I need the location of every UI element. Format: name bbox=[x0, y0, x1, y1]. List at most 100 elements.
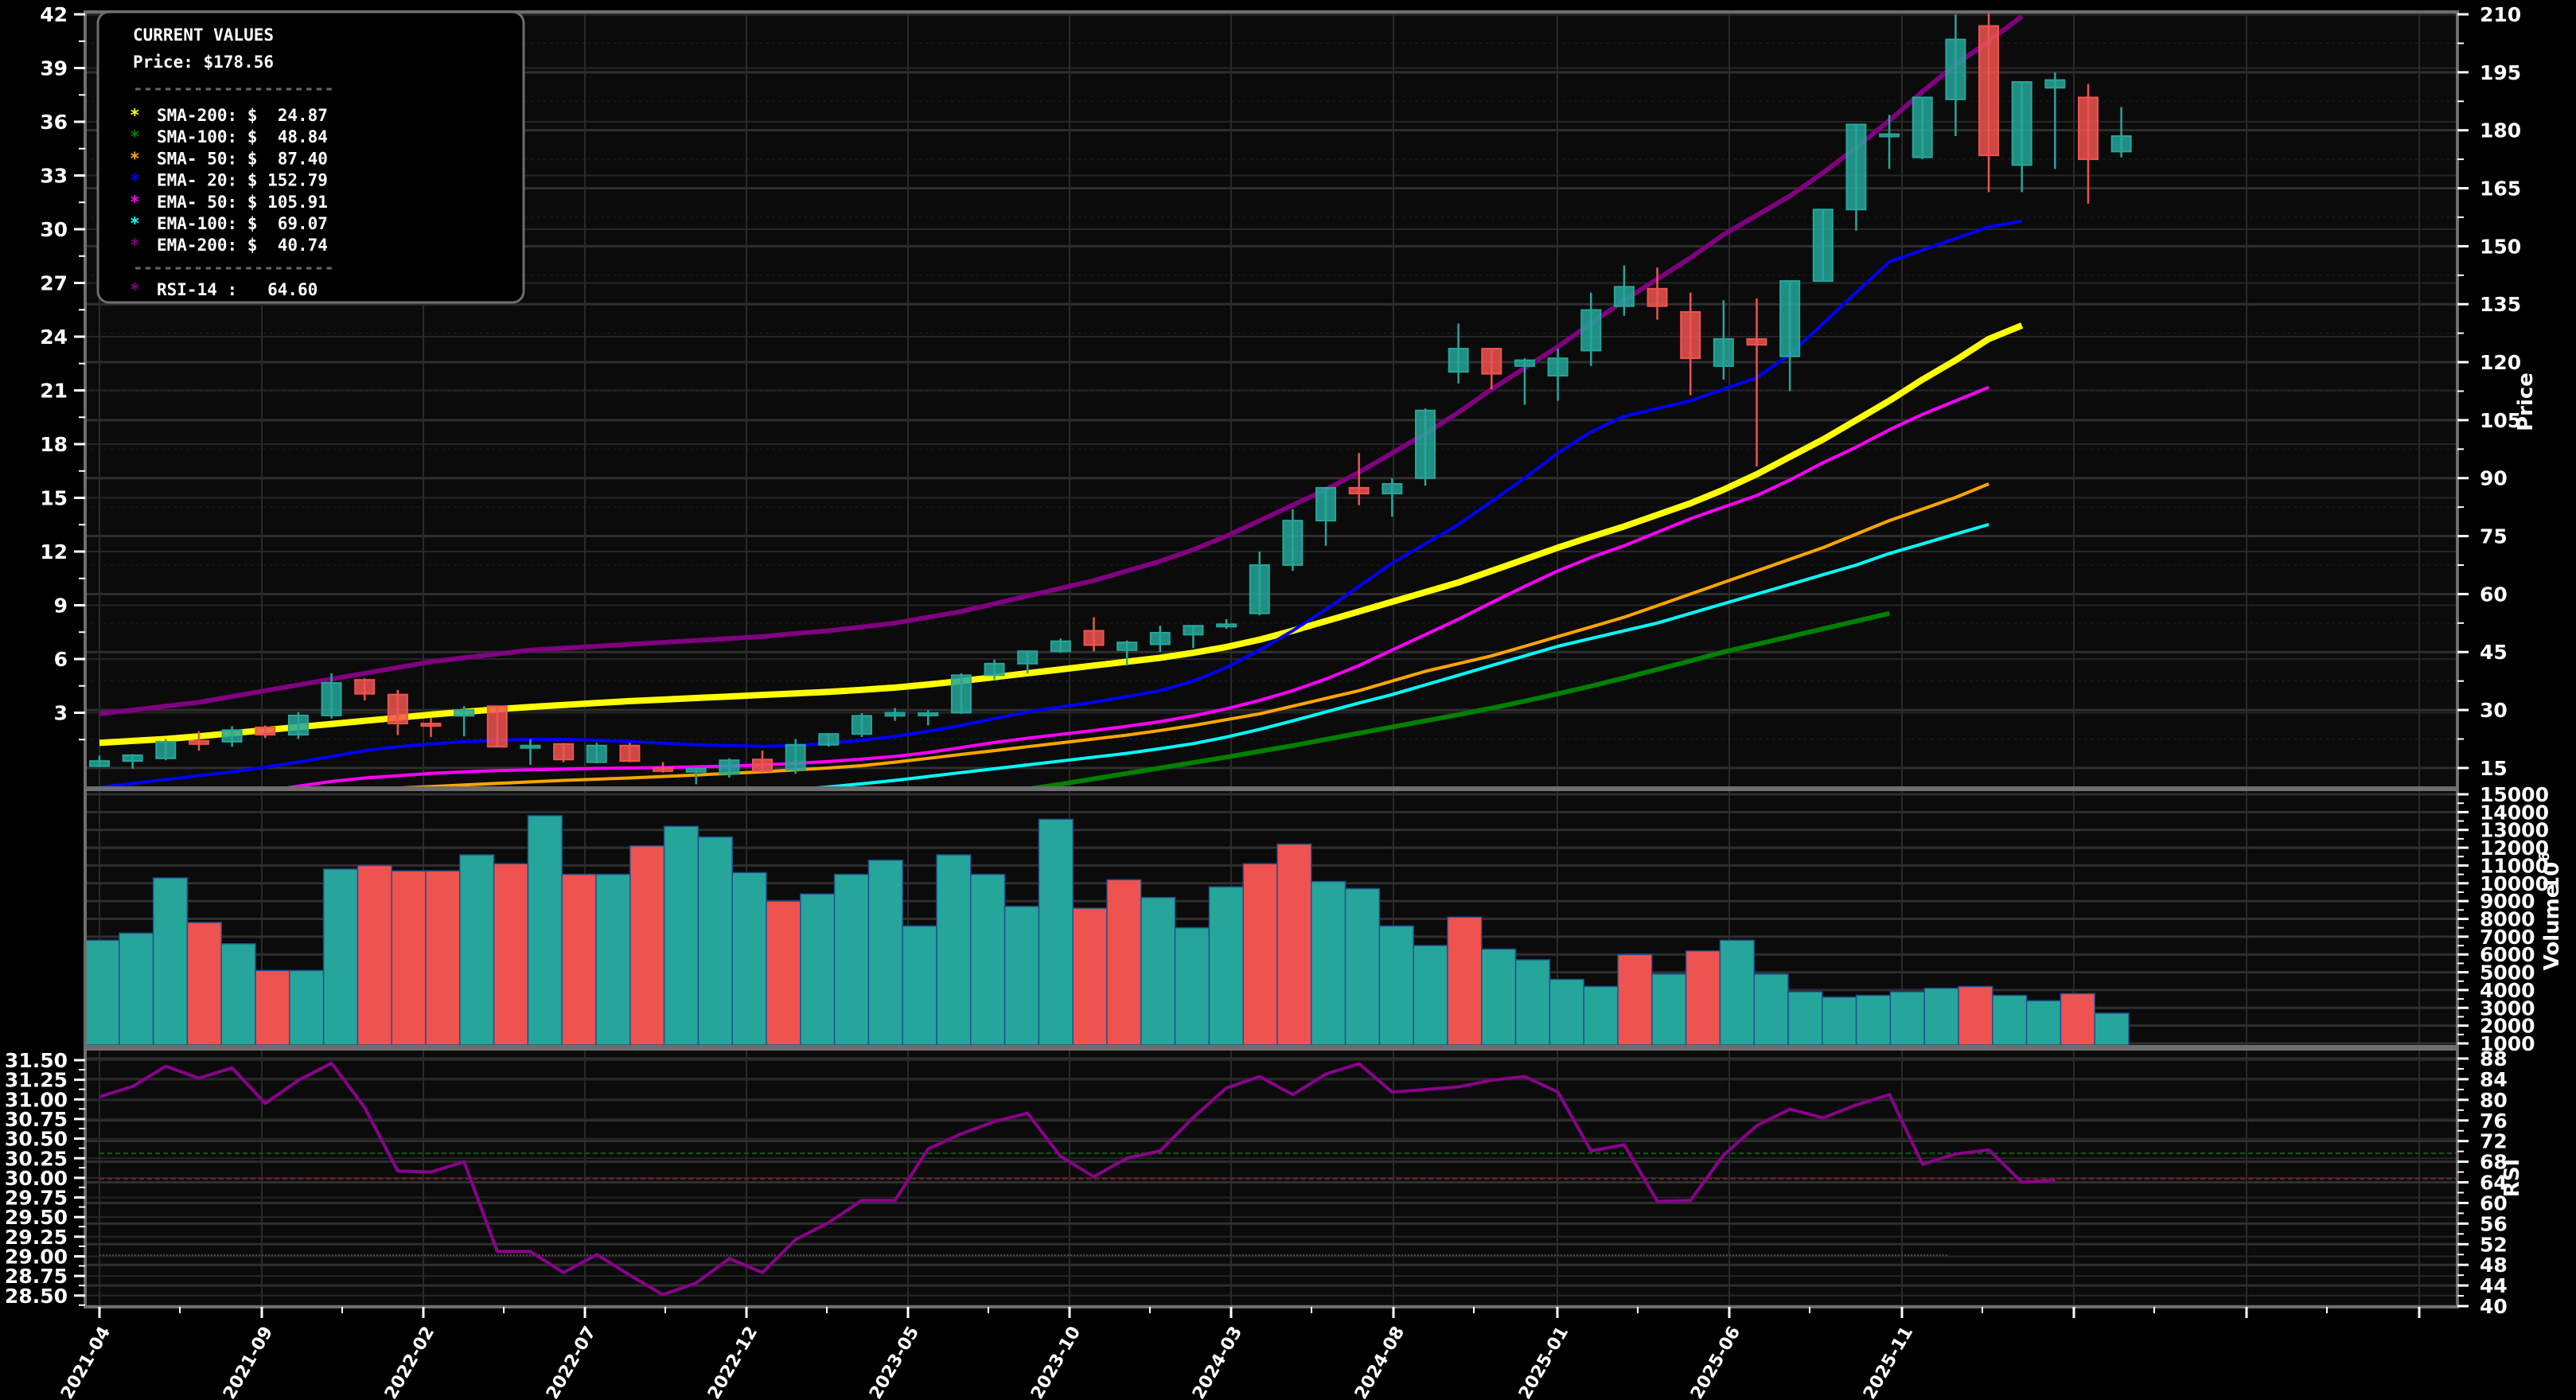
svg-text:135: 135 bbox=[2480, 293, 2521, 316]
svg-text:30.75: 30.75 bbox=[5, 1108, 68, 1131]
svg-text:10000: 10000 bbox=[2480, 872, 2549, 895]
svg-text:13000: 13000 bbox=[2480, 819, 2549, 842]
svg-text:12000: 12000 bbox=[2480, 836, 2549, 860]
legend-item-text: SMA-100: $ 48.84 bbox=[157, 127, 328, 146]
svg-text:33: 33 bbox=[40, 165, 68, 188]
svg-text:48: 48 bbox=[2480, 1254, 2508, 1277]
svg-text:29.00: 29.00 bbox=[5, 1246, 68, 1269]
svg-text:28.75: 28.75 bbox=[5, 1265, 68, 1288]
svg-text:27: 27 bbox=[40, 272, 68, 295]
svg-text:3000: 3000 bbox=[2480, 996, 2535, 1020]
svg-text:1000: 1000 bbox=[2480, 1032, 2535, 1055]
svg-text:30.25: 30.25 bbox=[5, 1147, 68, 1170]
legend-item-text: EMA-200: $ 40.74 bbox=[157, 236, 328, 255]
svg-text:15: 15 bbox=[2480, 757, 2508, 780]
svg-text:15: 15 bbox=[40, 487, 68, 510]
legend-title: CURRENT VALUES bbox=[133, 25, 274, 45]
svg-text:210: 210 bbox=[2480, 3, 2521, 26]
svg-text:30.50: 30.50 bbox=[5, 1128, 68, 1151]
svg-text:11000: 11000 bbox=[2480, 854, 2549, 877]
svg-text:80: 80 bbox=[2480, 1089, 2508, 1112]
svg-text:31.50: 31.50 bbox=[5, 1049, 68, 1072]
svg-text:7000: 7000 bbox=[2480, 926, 2535, 949]
svg-text:52: 52 bbox=[2480, 1233, 2508, 1256]
svg-text:72: 72 bbox=[2480, 1130, 2508, 1153]
rsi-panel bbox=[84, 1047, 2459, 1308]
svg-text:6: 6 bbox=[54, 648, 68, 671]
svg-text:30: 30 bbox=[2480, 699, 2508, 722]
svg-text:40: 40 bbox=[2480, 1295, 2508, 1318]
legend-item-text: EMA- 20: $ 152.79 bbox=[157, 171, 328, 190]
rsi-line bbox=[99, 1061, 2056, 1297]
svg-text:30.00: 30.00 bbox=[5, 1167, 68, 1190]
svg-text:90: 90 bbox=[2480, 467, 2508, 490]
rsi-axis-label: RSI bbox=[2500, 1159, 2524, 1197]
svg-text:195: 195 bbox=[2480, 61, 2521, 84]
svg-text:45: 45 bbox=[2480, 641, 2508, 664]
svg-text:5000: 5000 bbox=[2480, 961, 2535, 985]
svg-text:120: 120 bbox=[2480, 351, 2521, 374]
legend-marker-icon: * bbox=[130, 214, 140, 233]
svg-text:150: 150 bbox=[2480, 235, 2521, 258]
svg-text:88: 88 bbox=[2480, 1047, 2508, 1070]
volume-panel bbox=[84, 788, 2459, 1048]
current-values-legend: CURRENT VALUES Price: $178.56 ----------… bbox=[96, 10, 525, 304]
svg-text:29.50: 29.50 bbox=[5, 1206, 68, 1229]
svg-text:21: 21 bbox=[40, 380, 68, 403]
rsi-legend-text: RSI-14 : 64.60 bbox=[157, 280, 318, 299]
legend-marker-icon: * bbox=[130, 236, 140, 255]
svg-text:30: 30 bbox=[40, 218, 68, 241]
svg-text:84: 84 bbox=[2480, 1068, 2508, 1091]
legend-price: Price: $178.56 bbox=[133, 53, 274, 72]
svg-text:15000: 15000 bbox=[2480, 783, 2549, 806]
svg-text:31.00: 31.00 bbox=[5, 1088, 68, 1111]
legend-item-text: SMA- 50: $ 87.40 bbox=[157, 149, 328, 168]
svg-text:4000: 4000 bbox=[2480, 979, 2535, 1002]
svg-text:105: 105 bbox=[2480, 409, 2521, 432]
svg-text:68: 68 bbox=[2480, 1151, 2508, 1174]
svg-text:60: 60 bbox=[2480, 1191, 2508, 1215]
svg-text:9000: 9000 bbox=[2480, 890, 2535, 913]
svg-text:29.75: 29.75 bbox=[5, 1187, 68, 1210]
legend-marker-icon: * bbox=[130, 171, 140, 190]
svg-text:14000: 14000 bbox=[2480, 801, 2549, 824]
volume-axis-label: Volume 106 bbox=[2536, 852, 2564, 970]
svg-text:8000: 8000 bbox=[2480, 908, 2535, 931]
svg-text:24: 24 bbox=[40, 326, 68, 349]
candlesticks bbox=[89, 10, 2132, 785]
svg-text:60: 60 bbox=[2480, 583, 2508, 606]
legend-marker-icon: * bbox=[130, 149, 140, 168]
svg-text:42: 42 bbox=[40, 3, 68, 26]
svg-text:31.25: 31.25 bbox=[5, 1069, 68, 1092]
svg-text:28.50: 28.50 bbox=[5, 1285, 68, 1308]
svg-text:44: 44 bbox=[2480, 1274, 2508, 1297]
legend-item-text: EMA-100: $ 69.07 bbox=[157, 214, 328, 233]
legend-items: * SMA-200: $ 24.87 * SMA-100: $ 48.84 * SMA- … bbox=[130, 106, 328, 255]
legend-item-text: EMA- 50: $ 105.91 bbox=[157, 193, 328, 212]
legend-marker-icon: * bbox=[130, 127, 140, 146]
svg-text:180: 180 bbox=[2480, 119, 2521, 142]
svg-text:165: 165 bbox=[2480, 177, 2521, 201]
volume-label-text: Volume bbox=[2540, 884, 2564, 971]
legend-marker-icon: * bbox=[130, 106, 140, 125]
legend-item-text: SMA-200: $ 24.87 bbox=[157, 106, 328, 125]
svg-text:12: 12 bbox=[40, 540, 68, 564]
svg-text:18: 18 bbox=[40, 433, 68, 456]
svg-text:29.25: 29.25 bbox=[5, 1226, 68, 1249]
svg-text:75: 75 bbox=[2480, 525, 2508, 548]
legend-separator-2: -------------------- bbox=[133, 258, 334, 277]
moving-average-lines bbox=[99, 14, 2024, 788]
svg-text:64: 64 bbox=[2480, 1172, 2508, 1195]
volume-bars bbox=[84, 815, 2130, 1046]
svg-text:6000: 6000 bbox=[2480, 943, 2535, 966]
svg-text:56: 56 bbox=[2480, 1212, 2508, 1235]
svg-text:2000: 2000 bbox=[2480, 1015, 2535, 1038]
svg-text:39: 39 bbox=[40, 57, 68, 80]
price-axis-label: Price bbox=[2514, 372, 2538, 431]
svg-text:76: 76 bbox=[2480, 1109, 2508, 1133]
svg-text:9: 9 bbox=[54, 595, 68, 618]
legend-marker-icon: * bbox=[130, 193, 140, 212]
svg-text:3: 3 bbox=[54, 702, 68, 725]
svg-text:36: 36 bbox=[40, 111, 68, 134]
